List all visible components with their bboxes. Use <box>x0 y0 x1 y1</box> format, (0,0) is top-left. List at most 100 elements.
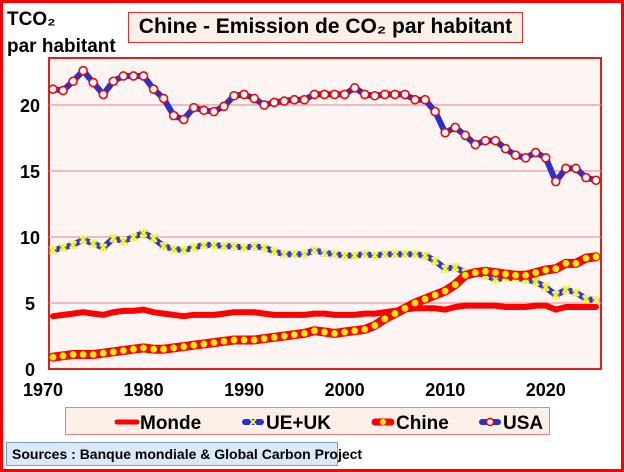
x-marker <box>290 250 298 259</box>
data-point <box>99 349 107 357</box>
legend-marker <box>249 418 257 426</box>
data-point <box>219 101 229 112</box>
legend-label: UE+UK <box>266 413 331 434</box>
x-marker <box>411 250 419 259</box>
data-point <box>351 327 359 335</box>
x-marker <box>180 246 188 255</box>
data-point <box>500 143 511 154</box>
data-point <box>188 102 199 113</box>
data-point <box>300 250 309 259</box>
data-point <box>138 71 149 81</box>
data-point <box>128 71 139 81</box>
data-point <box>49 246 57 255</box>
data-point <box>310 246 319 255</box>
x-marker <box>391 250 399 259</box>
x-marker <box>340 251 349 260</box>
data-point <box>502 270 509 278</box>
data-point <box>441 287 449 295</box>
y-tick-label: 0 <box>25 360 35 380</box>
y-tick-label: 10 <box>20 228 40 248</box>
series-usa <box>48 65 601 187</box>
x-marker <box>59 243 67 252</box>
data-point <box>240 336 248 344</box>
data-point <box>330 250 339 259</box>
data-point <box>209 106 219 117</box>
data-point <box>340 251 349 260</box>
x-marker <box>562 285 570 294</box>
data-point <box>290 250 299 259</box>
data-point <box>259 100 269 110</box>
data-point <box>411 299 419 307</box>
data-point <box>168 110 179 121</box>
x-marker <box>260 243 268 252</box>
legend-item-usa: USA <box>479 413 543 434</box>
data-point <box>390 89 400 100</box>
data-point <box>58 85 68 96</box>
data-point <box>299 94 310 105</box>
data-point <box>239 89 249 100</box>
x-marker <box>210 241 218 249</box>
data-point <box>481 267 489 275</box>
data-point <box>420 94 430 105</box>
data-point <box>280 250 289 259</box>
data-point <box>470 139 481 150</box>
data-point <box>148 84 159 94</box>
data-point <box>230 336 238 344</box>
legend-item-ue-uk: UE+UK <box>242 413 331 434</box>
x-marker <box>190 243 198 252</box>
data-point <box>200 340 208 348</box>
data-point <box>329 89 340 100</box>
data-point <box>279 96 290 106</box>
data-point <box>270 333 278 341</box>
x-marker <box>69 241 77 249</box>
data-point <box>369 90 380 101</box>
plot-area <box>48 57 602 370</box>
data-point <box>89 239 98 248</box>
data-point <box>550 176 561 187</box>
data-point <box>89 351 97 358</box>
data-point <box>108 76 119 87</box>
x-marker <box>310 246 319 255</box>
data-point <box>561 285 570 294</box>
data-point <box>391 310 399 317</box>
data-point <box>571 288 580 297</box>
data-point <box>129 233 138 241</box>
data-point <box>99 243 108 252</box>
data-point <box>230 242 238 251</box>
data-point <box>359 89 370 100</box>
data-point <box>159 242 168 251</box>
x-marker <box>451 263 459 272</box>
data-point <box>411 250 419 259</box>
x-marker <box>270 247 278 256</box>
x-tick-label: 1980 <box>124 380 164 400</box>
data-point <box>78 65 88 76</box>
data-point <box>461 271 469 279</box>
data-point <box>309 89 320 100</box>
data-point <box>341 328 349 336</box>
x-marker <box>532 277 540 286</box>
data-point <box>441 264 450 273</box>
data-point <box>451 263 460 272</box>
data-point <box>390 250 399 259</box>
data-point <box>370 251 379 260</box>
data-point <box>149 234 158 243</box>
data-point <box>520 153 531 163</box>
x-marker <box>89 239 97 248</box>
data-point <box>540 153 551 163</box>
data-point <box>361 326 369 333</box>
data-point <box>219 242 228 251</box>
x-marker <box>431 256 439 265</box>
legend-label: Chine <box>396 413 449 434</box>
data-point <box>581 172 591 183</box>
y-tick-label: 15 <box>20 162 40 182</box>
data-point <box>69 351 77 358</box>
data-point <box>150 345 157 353</box>
data-point <box>311 327 318 335</box>
data-point <box>209 240 218 249</box>
legend-item-monde: Monde <box>114 413 201 434</box>
data-point <box>109 234 118 243</box>
data-point <box>591 175 601 186</box>
data-point <box>88 77 99 88</box>
series-monde <box>50 302 599 320</box>
